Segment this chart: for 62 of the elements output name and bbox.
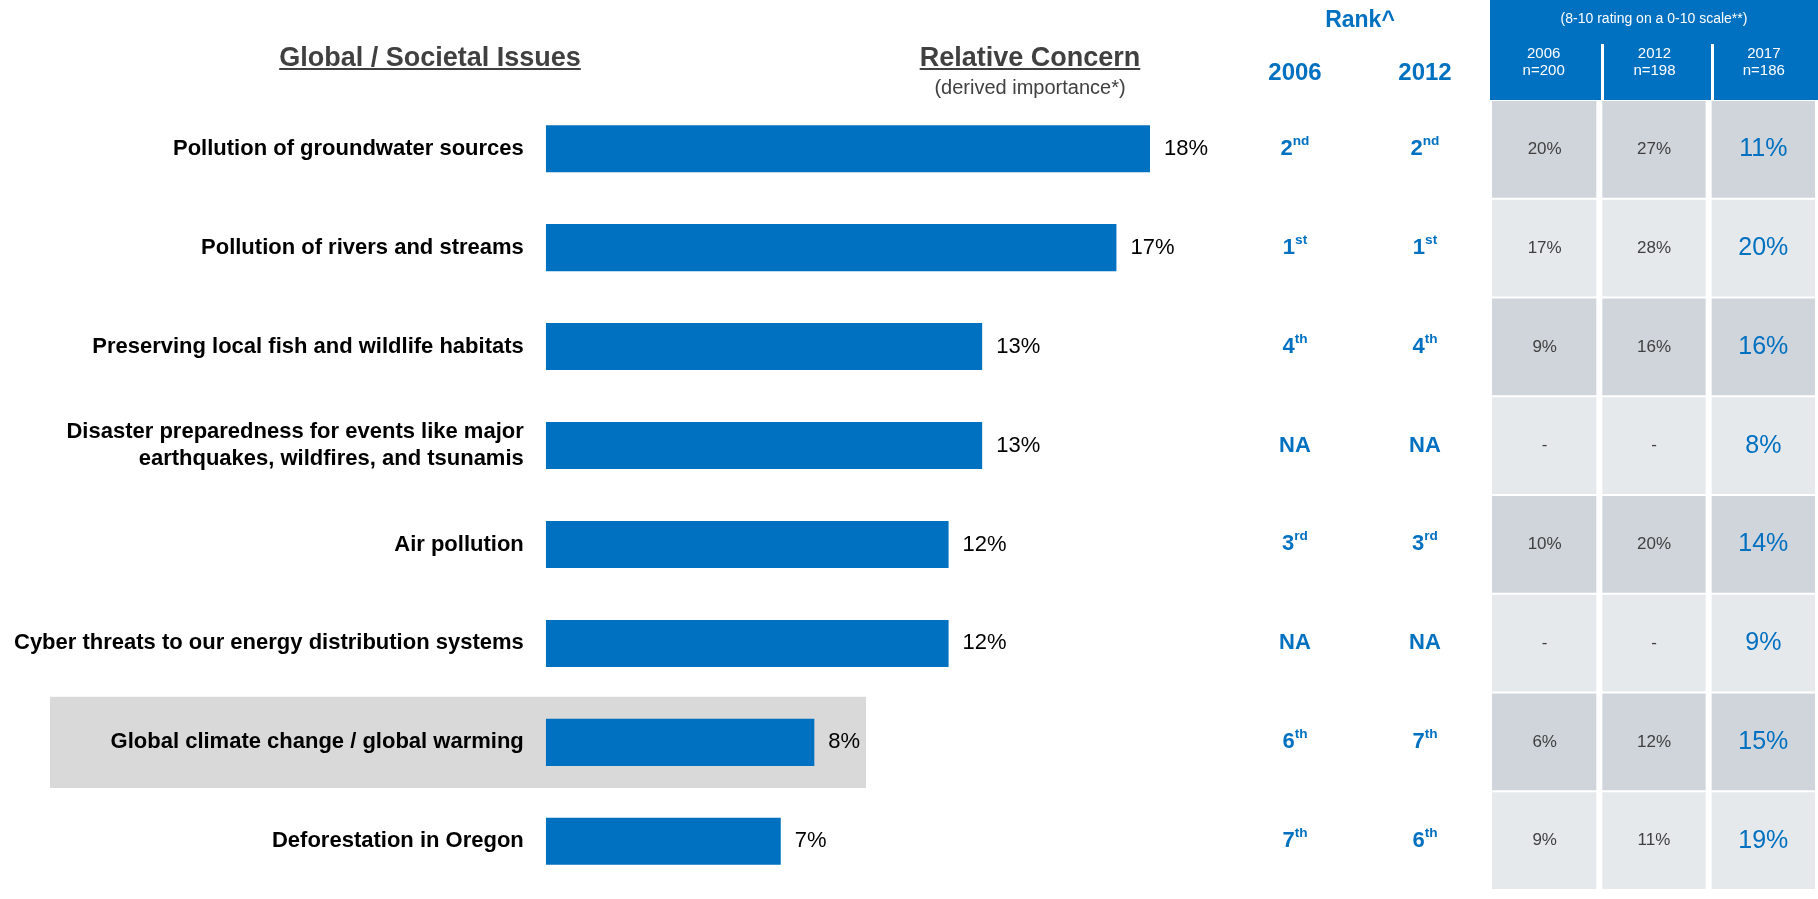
data-label: 12% — [962, 629, 1007, 655]
y-tick-label: Air pollution — [394, 530, 524, 556]
text: 17% — [1527, 237, 1562, 257]
data-label: 17% — [1130, 233, 1175, 259]
y-tick-label: Global climate change / global warming — [110, 728, 524, 754]
text: 9% — [1532, 830, 1557, 850]
y-tick-label: Pollution of groundwater sources — [172, 134, 524, 160]
text: 20% — [1527, 139, 1562, 159]
data-label: 8% — [828, 728, 861, 754]
bar — [545, 125, 1150, 173]
category-label: 2006 n=200 — [1492, 44, 1596, 100]
bar — [545, 224, 1117, 272]
data-label: 12% — [962, 530, 1007, 556]
text: 11% — [1637, 830, 1671, 850]
text: - — [1651, 435, 1657, 455]
text: - — [1651, 632, 1657, 652]
category-label: 2006 — [1267, 58, 1323, 86]
text: 20% — [1636, 534, 1672, 554]
category-label: 2012 n=198 — [1601, 44, 1705, 100]
text: 12% — [1636, 731, 1672, 751]
y-tick-label: Preserving local fish and wildlife habitats — [92, 332, 524, 358]
text: 11% — [1739, 133, 1788, 162]
data-label: 13% — [996, 332, 1041, 358]
bar — [545, 619, 949, 667]
text: 28% — [1636, 237, 1672, 257]
y-tick-label: Pollution of rivers and streams — [201, 233, 524, 259]
text: NA — [1279, 629, 1311, 655]
category-label: 2012 — [1397, 58, 1453, 86]
y-tick-label: Disaster preparedness for events like major earthquakes, wildfires, and tsunamis — [66, 418, 525, 470]
y-axis-title: Global / Societal Issues — [278, 42, 582, 73]
text: NA — [1409, 629, 1441, 655]
text: 19% — [1738, 824, 1789, 853]
y-tick-label: Cyber threats to our energy distribution systems — [14, 629, 524, 655]
text: 14% — [1738, 528, 1789, 557]
text: 27% — [1636, 139, 1672, 159]
data-label: 13% — [996, 431, 1041, 457]
text: 9% — [1745, 627, 1782, 656]
bar — [545, 422, 983, 470]
text: - — [1541, 632, 1548, 652]
text: 8% — [1745, 429, 1782, 458]
bar — [545, 520, 949, 568]
text: 16% — [1738, 330, 1789, 359]
bar — [545, 817, 781, 865]
bar — [545, 323, 983, 371]
chart-title: Relative Concern — [918, 42, 1142, 73]
text: NA — [1409, 431, 1441, 457]
text: NA — [1279, 431, 1311, 457]
text: 20% — [1738, 232, 1789, 261]
data-label: 7% — [794, 827, 827, 853]
text: 6% — [1532, 731, 1557, 751]
bar — [545, 718, 815, 766]
text: (8-10 rating on a 0-10 scale**) — [1560, 10, 1748, 26]
text: 10% — [1527, 534, 1562, 554]
category-label: 2017 n=186 — [1710, 44, 1814, 100]
text: - — [1541, 435, 1548, 455]
chart-subtitle: (derived importance*) — [933, 76, 1127, 99]
text: 9% — [1532, 336, 1557, 356]
y-tick-label: Deforestation in Oregon — [271, 827, 524, 853]
data-label: 18% — [1164, 134, 1209, 160]
text: Rank^ — [1324, 6, 1396, 33]
text: 16% — [1636, 336, 1672, 356]
text: 15% — [1738, 725, 1789, 754]
